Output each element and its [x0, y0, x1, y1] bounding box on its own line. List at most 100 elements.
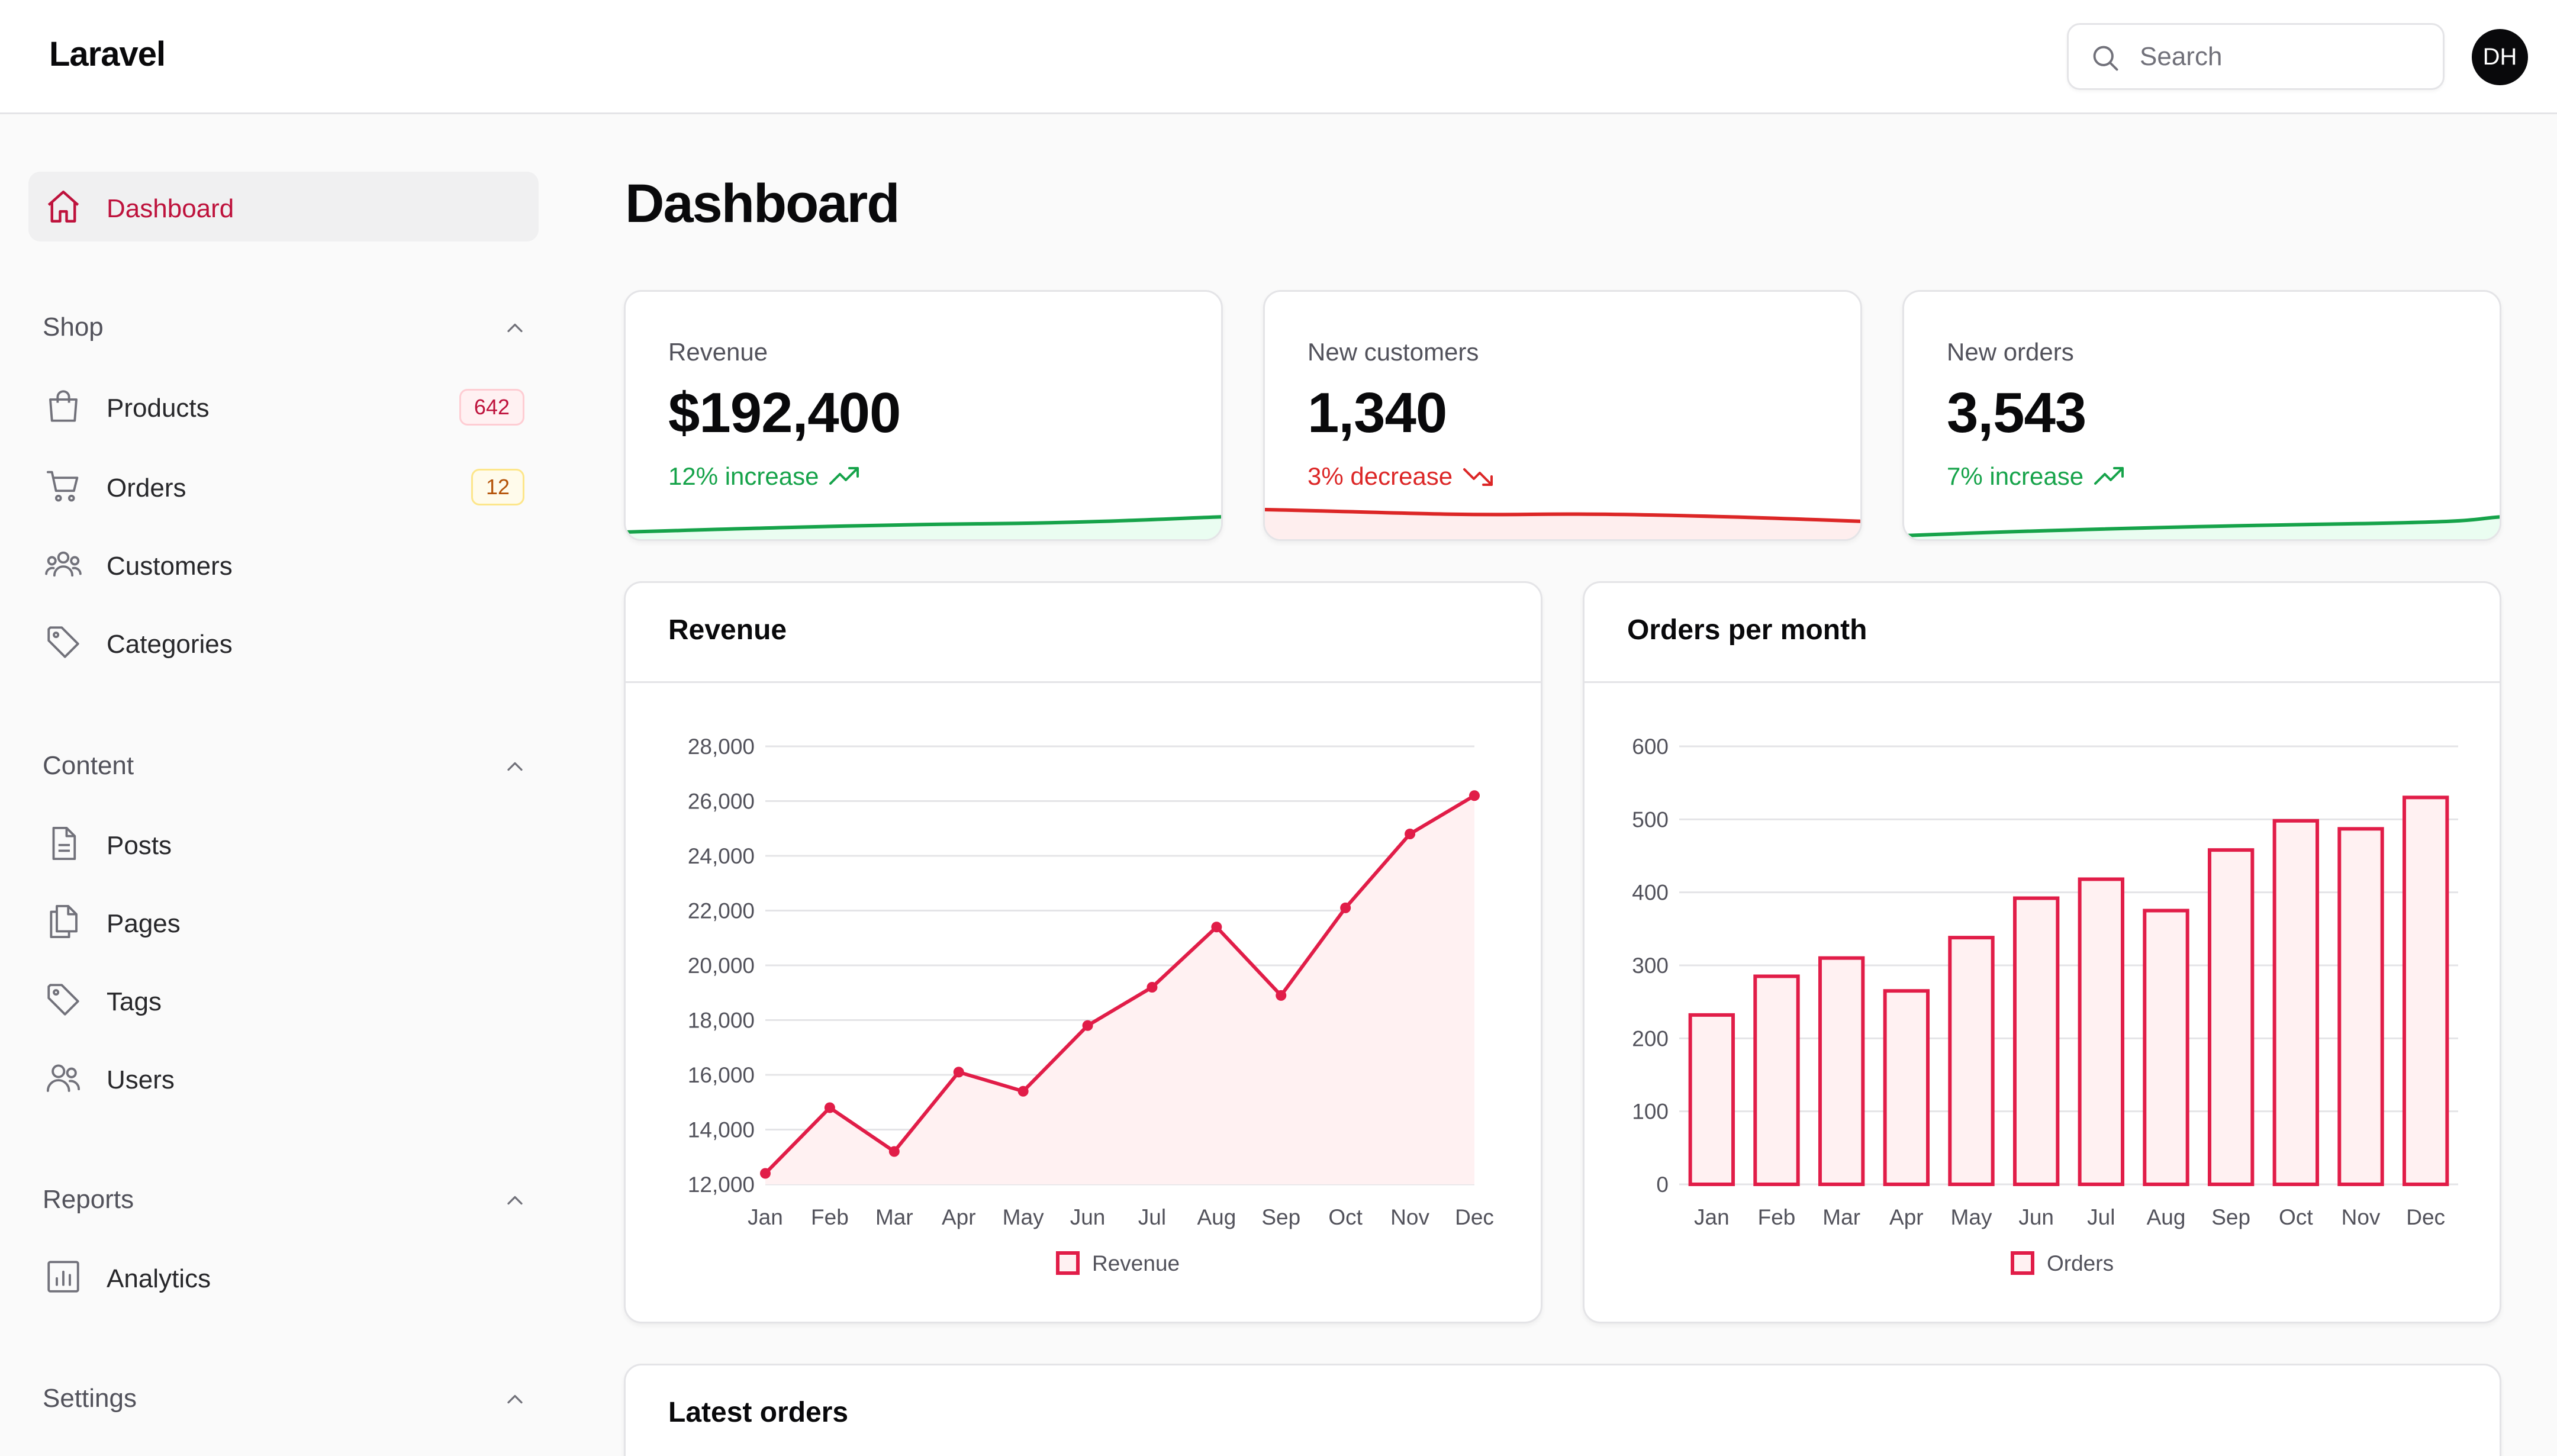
y-tick-label: 200 — [1632, 1026, 1669, 1051]
search-icon — [2093, 46, 2118, 71]
y-tick-label: 500 — [1632, 807, 1669, 832]
trending-up-icon — [2094, 467, 2124, 485]
x-tick-label: Aug — [2147, 1205, 2186, 1229]
data-point — [1147, 982, 1158, 993]
data-point — [1469, 790, 1480, 801]
users-group-icon — [45, 551, 82, 577]
bar — [1753, 974, 1800, 1186]
shopping-bag-icon — [49, 390, 78, 422]
chevron-up-icon — [507, 323, 523, 333]
y-tick-label: 22,000 — [688, 899, 755, 923]
users-icon — [46, 1064, 80, 1092]
bar — [2012, 896, 2060, 1186]
bar — [2337, 827, 2384, 1187]
search-input[interactable] — [2140, 37, 2424, 77]
group-header-content[interactable]: Content — [43, 745, 528, 787]
sidebar-item-orders[interactable]: Orders 12 — [28, 451, 539, 521]
sidebar-item-products[interactable]: Products 642 — [28, 371, 539, 441]
bar — [2207, 848, 2255, 1186]
sidebar-item-customers[interactable]: Customers — [28, 529, 539, 599]
data-point — [760, 1168, 771, 1179]
group-label: Shop — [43, 313, 104, 342]
stat-change: 7% increase — [1947, 462, 2126, 491]
y-tick-label: 28,000 — [688, 735, 755, 759]
divider — [626, 681, 1541, 683]
count-badge: 642 — [459, 389, 524, 426]
x-tick-label: Jan — [1694, 1205, 1730, 1229]
divider — [1585, 681, 2500, 683]
brand-logo[interactable]: Laravel — [49, 35, 166, 73]
y-tick-label: 0 — [1656, 1172, 1669, 1197]
x-tick-label: Nov — [1390, 1205, 1429, 1229]
sidebar-item-categories[interactable]: Categories — [28, 607, 539, 677]
revenue-chart-card: 12,000 14,000 16,000 18,000 20,000 22,000 24,0… — [624, 581, 1542, 1323]
stat-change-text: 7% increase — [1947, 462, 2084, 490]
y-tick-label: 20,000 — [688, 954, 755, 978]
count-badge: 12 — [471, 469, 524, 505]
y-tick-label: 18,000 — [688, 1009, 755, 1033]
y-tick-label: 16,000 — [688, 1063, 755, 1087]
sidebar-item-label: Pages — [107, 909, 181, 938]
x-tick-label: Nov — [2342, 1205, 2381, 1229]
documents-icon — [50, 904, 78, 939]
y-tick-label: 14,000 — [688, 1118, 755, 1142]
x-tick-label: Apr — [942, 1205, 976, 1229]
avatar[interactable]: DH — [2472, 29, 2528, 85]
x-tick-label: Mar — [1822, 1205, 1860, 1229]
stat-change: 12% increase — [668, 462, 861, 491]
bar — [2143, 909, 2189, 1186]
x-tick-label: Jul — [1138, 1205, 1166, 1229]
bar — [1688, 1013, 1735, 1186]
y-tick-label: 100 — [1632, 1100, 1669, 1124]
card-title: Latest orders — [668, 1397, 849, 1428]
y-tick-label: 26,000 — [688, 790, 755, 814]
bar — [2078, 877, 2125, 1186]
stat-change-text: 12% increase — [668, 462, 819, 490]
sparkline — [1904, 515, 2500, 539]
sparkline — [626, 515, 1221, 539]
y-tick-label: 400 — [1632, 881, 1669, 905]
legend-swatch — [1056, 1251, 1080, 1275]
sidebar-item-posts[interactable]: Posts — [28, 808, 539, 878]
data-point — [824, 1102, 835, 1113]
group-header-settings[interactable]: Settings — [43, 1378, 528, 1419]
orders-chart-card: 0 100 200 300 400 500 600 Jan Feb Mar Apr May Jun Jul… — [1583, 581, 2501, 1323]
sidebar-item-label: Users — [107, 1065, 175, 1094]
x-tick-label: Dec — [2406, 1205, 2445, 1229]
x-tick-label: May — [1951, 1205, 1992, 1229]
sidebar-item-label: Posts — [107, 831, 172, 860]
x-tick-label: Apr — [1889, 1205, 1924, 1229]
legend-label: Revenue — [1092, 1251, 1180, 1275]
sidebar-item-label: Categories — [107, 630, 233, 659]
tag-icon — [47, 984, 79, 1016]
data-point — [1082, 1020, 1093, 1031]
data-point — [888, 1146, 900, 1157]
card-title: Revenue — [668, 614, 787, 646]
stat-label: New orders — [1947, 338, 2074, 366]
chevron-up-icon — [507, 1196, 523, 1205]
x-tick-label: Sep — [1261, 1205, 1300, 1229]
chevron-up-icon — [507, 762, 523, 771]
sidebar-item-label: Dashboard — [107, 194, 234, 223]
sidebar-item-analytics[interactable]: Analytics — [28, 1242, 539, 1312]
bar — [1883, 989, 1930, 1187]
y-tick-label: 12,000 — [688, 1172, 755, 1197]
x-tick-label: Mar — [875, 1205, 913, 1229]
stat-card-new-orders: New orders 3,543 7% increase — [1902, 290, 2501, 541]
sidebar-item-dashboard[interactable]: Dashboard — [28, 172, 539, 241]
data-point — [1211, 922, 1222, 933]
sidebar-item-tags[interactable]: Tags — [28, 965, 539, 1035]
x-tick-label: Oct — [2279, 1205, 2313, 1229]
latest-orders-card: Latest orders — [624, 1364, 2501, 1456]
x-tick-label: Jan — [748, 1205, 783, 1229]
chevron-up-icon — [507, 1394, 523, 1404]
group-header-reports[interactable]: Reports — [43, 1179, 528, 1220]
stat-card-revenue: Revenue $192,400 12% increase — [624, 290, 1223, 541]
stat-value: $192,400 — [668, 381, 901, 444]
sidebar-item-users[interactable]: Users — [28, 1043, 539, 1113]
stat-value: 3,543 — [1947, 381, 2086, 444]
sparkline — [1265, 508, 1860, 539]
group-header-shop[interactable]: Shop — [43, 307, 528, 348]
search-box[interactable] — [2067, 23, 2445, 90]
sidebar-item-pages[interactable]: Pages — [28, 887, 539, 956]
